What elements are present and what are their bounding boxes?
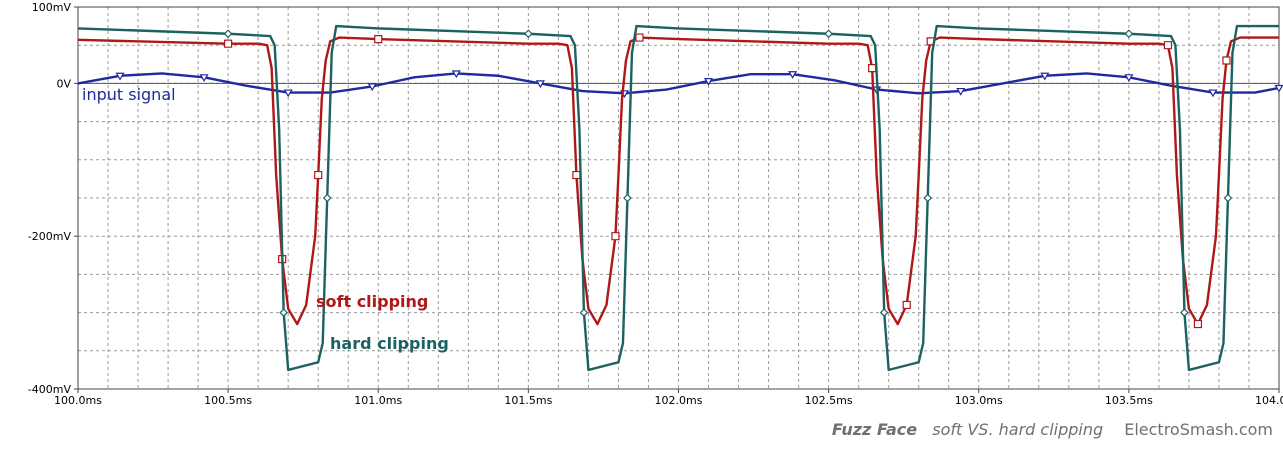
series-marker-hard-clipping [579,308,589,317]
series-marker-input-signal [703,78,714,86]
x-tick-label: 104.0ms [1255,394,1283,407]
series-marker-input-signal [199,74,209,82]
series-marker-hard-clipping [923,193,933,203]
y-tick-label: 100mV [32,1,72,14]
series-marker-input-signal [451,70,461,79]
series-marker-input-signal [535,80,545,89]
series-marker-hard-clipping [879,308,889,317]
caption-site: ElectroSmash.com [1124,420,1273,439]
caption-title: Fuzz Face [831,420,918,439]
x-tick-label: 100.0ms [54,394,102,407]
series-marker-hard-clipping [1124,29,1134,39]
series-marker-soft-clipping [374,34,383,44]
y-tick-label: -200mV [28,230,72,243]
series-marker-input-signal [1124,74,1134,82]
series-marker-soft-clipping [1193,319,1203,329]
annotation-input-signal: input signal [82,85,176,104]
series-marker-soft-clipping [572,170,581,180]
series-marker-input-signal [956,87,966,96]
caption-subtitle: soft VS. hard clipping [932,420,1104,439]
series-marker-input-signal [1208,89,1218,98]
series-line-input-signal [77,72,1280,95]
series-marker-soft-clipping [224,39,233,48]
series-marker-input-signal [115,72,125,81]
series-marker-hard-clipping [623,193,632,203]
series-marker-input-signal [1274,84,1283,93]
series-marker-soft-clipping [902,300,911,310]
y-tick-label: -400mV [28,383,72,396]
annotations: input signal soft clipping hard clipping [82,85,449,353]
series-marker-hard-clipping [824,29,833,39]
figure-caption: Fuzz Face soft VS. hard clipping Electro… [832,420,1273,439]
tick-labels: 100.0ms 100.5ms 101.0ms 101.5ms 102.0ms 102.5… [28,1,1283,407]
series-line-hard-clipping [77,24,1279,372]
series-marker-hard-clipping [1180,308,1189,317]
series-marker-input-signal [283,89,293,98]
series-marker-soft-clipping [635,33,644,42]
x-tick-label: 100.5ms [204,394,252,407]
y-tick-label: 0V [56,77,71,90]
series-group [77,24,1283,372]
x-tick-label: 101.5ms [504,394,552,407]
series-line-soft-clipping [77,36,1279,326]
series-marker-hard-clipping [223,29,233,39]
annotation-hard-clipping: hard clipping [330,334,449,353]
series-marker-input-signal [1040,72,1050,81]
x-tick-label: 102.5ms [805,394,853,407]
series-marker-soft-clipping [1163,41,1173,50]
series-marker-soft-clipping [611,232,620,241]
x-tick-label: 102.0ms [655,394,703,407]
series-marker-hard-clipping [279,308,289,317]
series-marker-soft-clipping [1222,56,1231,65]
x-tick-label: 103.0ms [955,394,1003,407]
x-tick-label: 103.5ms [1105,394,1153,407]
series-marker-soft-clipping [868,64,877,73]
series-marker-hard-clipping [524,29,533,39]
series-marker-hard-clipping [322,193,332,203]
series-marker-hard-clipping [1223,193,1233,203]
x-tick-label: 101.0ms [354,394,402,407]
series-marker-input-signal [788,71,798,79]
series-marker-soft-clipping [314,170,323,180]
annotation-soft-clipping: soft clipping [316,292,428,311]
series-marker-input-signal [367,83,377,92]
